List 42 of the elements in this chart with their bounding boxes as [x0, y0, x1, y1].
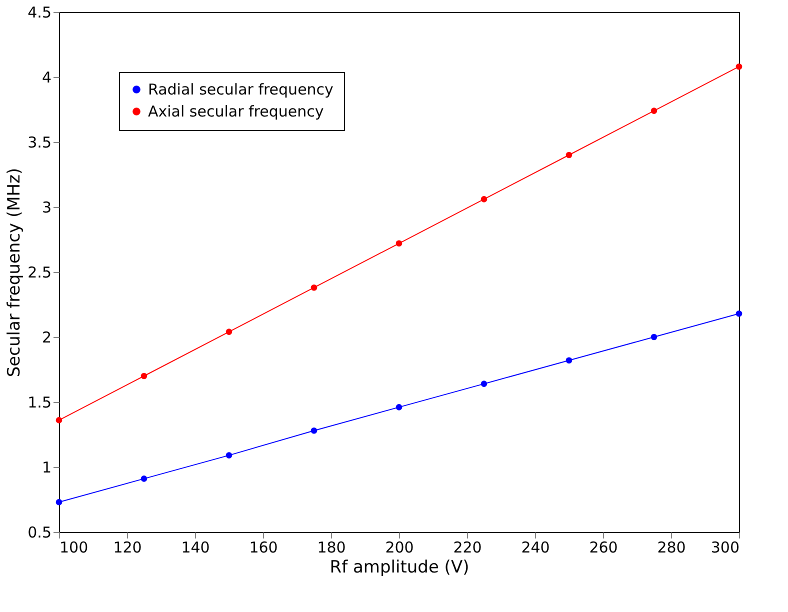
- y-tick-label: 1.5: [28, 394, 52, 412]
- x-tick-label: 200: [385, 538, 414, 556]
- point: [480, 380, 488, 387]
- x-tick-label: 160: [249, 538, 278, 556]
- x-tick-label: 140: [181, 538, 210, 556]
- y-tick-label: 2: [42, 328, 52, 346]
- y-tick-label: 2.5: [28, 264, 52, 282]
- point: [310, 427, 318, 434]
- point: [140, 372, 148, 380]
- legend-label: Radial secular frequency: [148, 80, 334, 98]
- point: [480, 196, 488, 202]
- point: [396, 404, 402, 410]
- point: [140, 476, 148, 482]
- x-tick-label: 260: [589, 538, 618, 556]
- point: [650, 334, 658, 340]
- legend-label: Axial secular frequency: [148, 102, 324, 120]
- y-axis-title: Secular frequency (MHz): [4, 168, 25, 378]
- x-tick-label: 220: [453, 538, 482, 556]
- point: [310, 284, 318, 291]
- x-axis-title: Rf amplitude (V): [330, 558, 470, 578]
- y-tick-label: 3: [42, 198, 52, 216]
- y-tick-label: 0.5: [28, 524, 52, 542]
- x-tick-label: 240: [521, 538, 550, 556]
- x-tick-label: 120: [113, 538, 142, 556]
- x-tick-label: 280: [657, 538, 686, 556]
- point: [56, 417, 62, 424]
- y-tick-label: 3.5: [28, 134, 52, 152]
- point: [226, 452, 232, 458]
- point: [566, 357, 572, 364]
- point: [226, 328, 232, 335]
- point: [56, 498, 62, 506]
- y-tick-label: 4.5: [28, 4, 52, 22]
- y-tick-label: 1: [42, 458, 52, 476]
- x-tick-label: 100: [60, 538, 88, 556]
- point: [736, 310, 742, 317]
- x-tick-label: 180: [317, 538, 346, 556]
- point: [650, 108, 658, 114]
- x-tick-label: 300: [710, 538, 740, 556]
- point: [736, 63, 742, 70]
- point: [566, 152, 572, 158]
- point: [396, 240, 402, 247]
- y-tick-label: 4: [42, 68, 52, 86]
